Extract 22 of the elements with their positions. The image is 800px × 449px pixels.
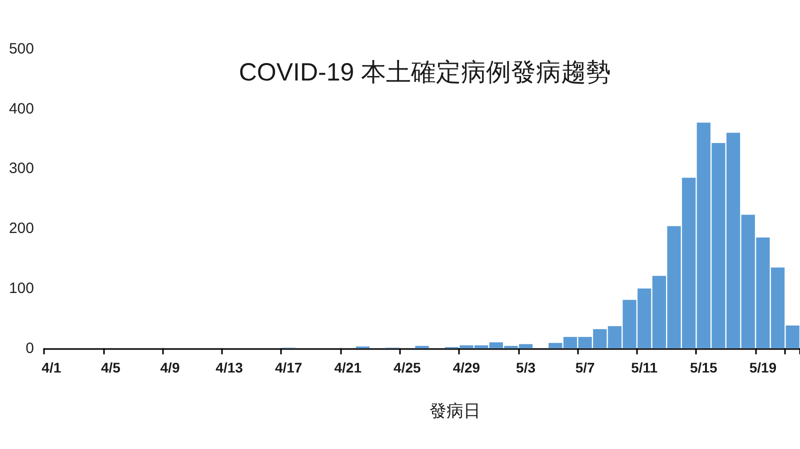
x-tick-label: 4/25 (394, 359, 422, 376)
x-tick-label: 5/19 (749, 359, 777, 376)
y-tick-label: 300 (8, 160, 34, 178)
x-tick-label: 5/11 (631, 359, 658, 376)
x-tick-label: 5/3 (516, 359, 536, 376)
y-tick-label: 500 (8, 40, 34, 58)
x-axis-title: 發病日 (430, 401, 480, 420)
x-tick-label: 5/7 (575, 359, 595, 376)
bar (415, 346, 429, 348)
x-tick-label: 4/21 (334, 359, 362, 376)
x-tick-label: 4/9 (160, 359, 180, 376)
y-tick-label: 100 (8, 280, 34, 297)
chart-title: COVID-19 本土確定病例發病趨勢 (238, 58, 612, 86)
x-tick-label: 4/13 (216, 359, 244, 376)
x-tick-label: 4/29 (452, 359, 480, 376)
y-tick-label: 0 (26, 340, 34, 357)
y-tick-label: 200 (8, 220, 34, 238)
x-tick-label: 4/1 (42, 359, 62, 376)
x-tick-label: 4/17 (274, 359, 302, 376)
x-tick-label: 5/15 (690, 359, 718, 376)
y-tick-label: 400 (8, 100, 34, 118)
x-tick-label: 4/5 (100, 359, 121, 376)
